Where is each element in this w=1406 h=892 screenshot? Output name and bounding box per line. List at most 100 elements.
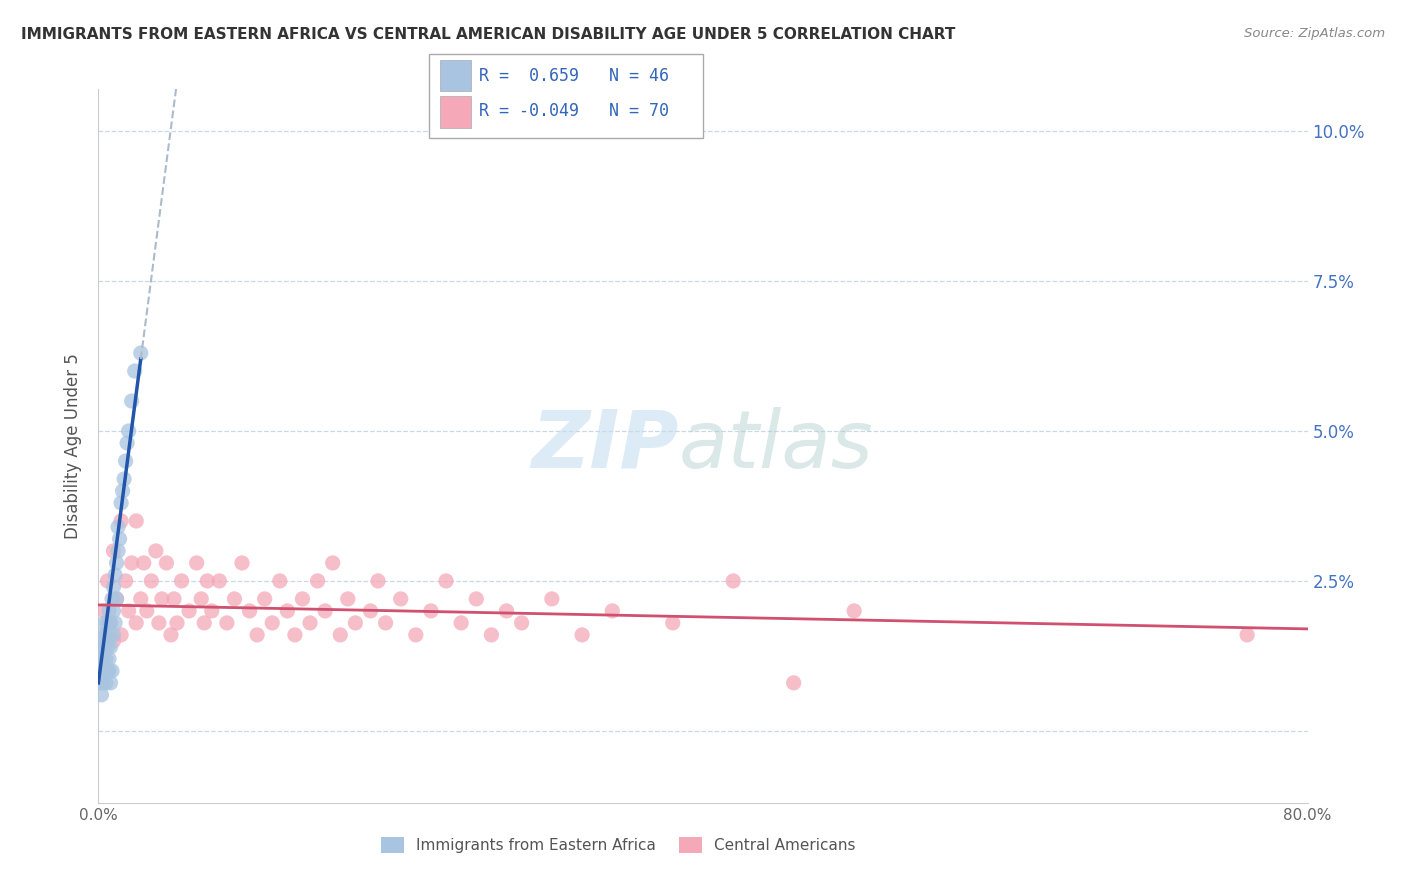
Point [299, 615, 322, 630]
Point [336, 591, 359, 606]
Point [112, 472, 135, 486]
Point [495, 604, 517, 618]
Point [105, 556, 128, 570]
Point [322, 556, 344, 570]
Point [389, 591, 412, 606]
Point [103, 628, 125, 642]
Point [110, 514, 132, 528]
Point [98, 628, 121, 642]
Point [94, 676, 117, 690]
Point [510, 615, 533, 630]
Point [844, 604, 866, 618]
Point [94, 628, 117, 642]
Point [481, 628, 503, 642]
Point [276, 604, 298, 618]
Text: ZIP: ZIP [531, 407, 679, 485]
Point [360, 604, 382, 618]
Point [269, 574, 291, 588]
Point [150, 591, 173, 606]
Y-axis label: Disability Age Under 5: Disability Age Under 5 [65, 353, 83, 539]
Point [141, 574, 163, 588]
Point [101, 664, 124, 678]
Point [103, 604, 125, 618]
Point [420, 604, 443, 618]
Point [90, 640, 112, 654]
Point [262, 615, 284, 630]
Point [91, 652, 114, 666]
Point [129, 591, 152, 606]
Point [105, 591, 128, 606]
Point [155, 556, 177, 570]
Point [246, 628, 269, 642]
Point [96, 664, 118, 678]
Point [111, 483, 134, 498]
Point [100, 676, 122, 690]
Point [105, 591, 128, 606]
Text: atlas: atlas [679, 407, 873, 485]
Point [540, 591, 562, 606]
Point [450, 615, 472, 630]
Legend: Immigrants from Eastern Africa, Central Americans: Immigrants from Eastern Africa, Central … [375, 831, 862, 859]
Point [253, 591, 276, 606]
Point [89, 652, 111, 666]
Point [96, 640, 118, 654]
Point [465, 591, 488, 606]
Point [129, 346, 152, 360]
Point [195, 574, 218, 588]
Point [190, 591, 212, 606]
Point [661, 615, 683, 630]
Point [284, 628, 307, 642]
Point [125, 615, 148, 630]
Point [104, 568, 127, 582]
Point [215, 615, 238, 630]
Point [307, 574, 329, 588]
Point [114, 574, 136, 588]
Point [89, 676, 111, 690]
Text: IMMIGRANTS FROM EASTERN AFRICA VS CENTRAL AMERICAN DISABILITY AGE UNDER 5 CORREL: IMMIGRANTS FROM EASTERN AFRICA VS CENTRA… [21, 27, 956, 42]
Point [231, 556, 253, 570]
Text: R =  0.659   N = 46: R = 0.659 N = 46 [479, 67, 669, 85]
Point [170, 574, 193, 588]
Point [723, 574, 745, 588]
Point [118, 424, 141, 438]
Point [104, 615, 127, 630]
Point [148, 615, 170, 630]
Point [121, 556, 143, 570]
Point [193, 615, 215, 630]
Point [110, 628, 132, 642]
Point [160, 628, 183, 642]
Point [405, 628, 427, 642]
Point [96, 574, 118, 588]
Point [602, 604, 624, 618]
Point [103, 633, 125, 648]
Point [93, 615, 115, 630]
Point [103, 580, 125, 594]
Point [179, 604, 201, 618]
Point [239, 604, 262, 618]
Point [107, 520, 129, 534]
Point [166, 615, 188, 630]
Point [93, 664, 115, 678]
Point [434, 574, 457, 588]
Point [208, 574, 231, 588]
Point [94, 652, 117, 666]
Point [329, 628, 352, 642]
Point [91, 628, 114, 642]
Point [91, 676, 114, 690]
Point [374, 615, 396, 630]
Point [135, 604, 157, 618]
Point [783, 676, 806, 690]
Point [93, 604, 115, 618]
Point [93, 640, 115, 654]
Point [100, 615, 122, 630]
Point [110, 496, 132, 510]
Point [145, 544, 167, 558]
Point [91, 664, 114, 678]
Point [90, 664, 112, 678]
Point [291, 591, 314, 606]
Point [98, 604, 121, 618]
Point [101, 591, 124, 606]
Point [118, 604, 141, 618]
Point [314, 604, 336, 618]
Point [100, 615, 122, 630]
